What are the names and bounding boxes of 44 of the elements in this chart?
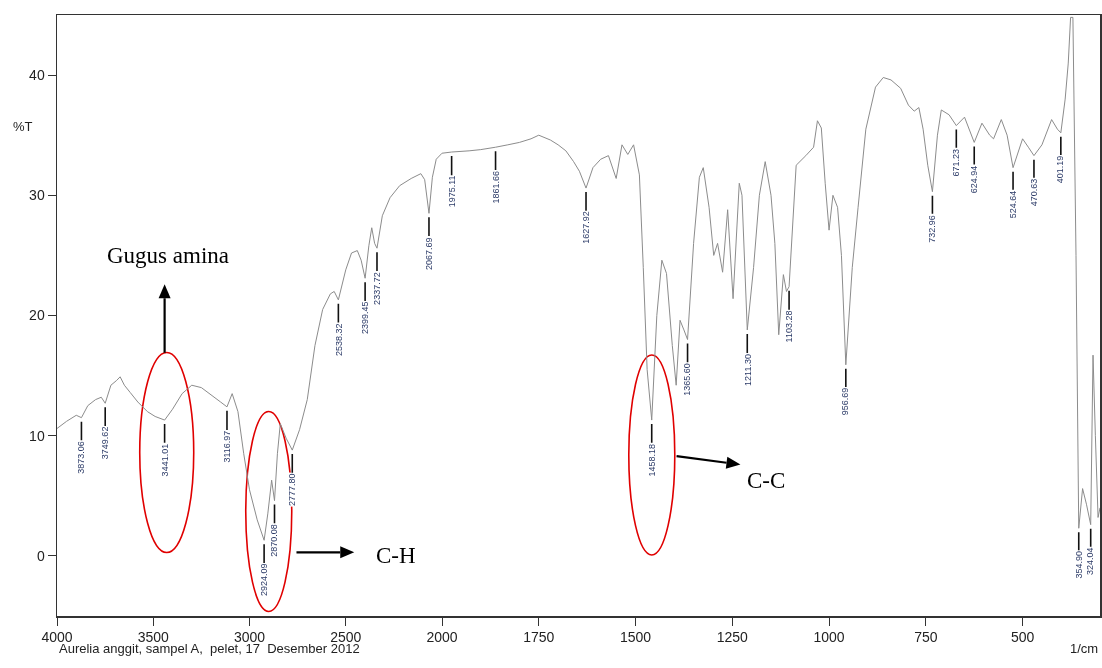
y-tick-label: 0	[36, 547, 45, 564]
annotation: C-C	[747, 468, 786, 493]
y-axis-title: %T	[13, 119, 33, 134]
annotation: 2777.80	[287, 473, 298, 507]
annotation: 1861.66	[490, 170, 501, 204]
x-axis-title: 1/cm	[1070, 641, 1099, 656]
annotation: 324.04	[1085, 547, 1096, 575]
annotation: 3441.01	[159, 443, 170, 477]
annotation: 524.64	[1007, 190, 1018, 219]
annotation: 401.19	[1055, 155, 1066, 184]
y-tick-label: 40	[29, 67, 45, 83]
annotation: 2924.09	[259, 563, 270, 597]
annotation: 470.63	[1028, 178, 1039, 207]
annotation: 1103.28	[783, 310, 794, 343]
annotation: 2870.08	[269, 524, 280, 557]
annotation: 3749.62	[100, 426, 111, 460]
annotation: 1975.11	[446, 175, 457, 208]
x-tick-label: 1500	[619, 629, 652, 646]
annotation: 354.90	[1073, 551, 1084, 579]
annotation: 2067.69	[423, 237, 434, 270]
x-tick-label: 750	[914, 629, 938, 646]
annotation: 2337.72	[372, 272, 383, 305]
annotation: 3116.97	[222, 430, 233, 463]
x-tick-label: 2000	[426, 629, 458, 646]
annotation: 1627.92	[581, 211, 592, 244]
x-tick-label: 1250	[716, 629, 749, 646]
annotation: Gugus amina	[107, 243, 230, 268]
x-tick-label: 1000	[813, 629, 845, 646]
annotation: 1211.30	[742, 354, 753, 386]
y-tick-label: 20	[29, 307, 45, 324]
x-tick-label: 1750	[523, 629, 555, 646]
annotation: 3873.06	[76, 441, 87, 474]
annotation: 624.94	[969, 165, 980, 194]
annotation: C-H	[376, 543, 416, 568]
annotation: 2538.32	[333, 323, 344, 356]
annotation: 671.23	[951, 148, 962, 177]
annotation: 2399.45	[360, 301, 371, 335]
annotation: 732.96	[927, 215, 938, 243]
y-tick-label: 10	[29, 427, 45, 444]
x-tick-label: 500	[1010, 629, 1035, 646]
annotation: 956.69	[840, 387, 851, 416]
annotation: 1365.60	[682, 363, 693, 396]
y-tick-label: 30	[29, 187, 45, 204]
annotation: 1458.18	[646, 443, 657, 477]
